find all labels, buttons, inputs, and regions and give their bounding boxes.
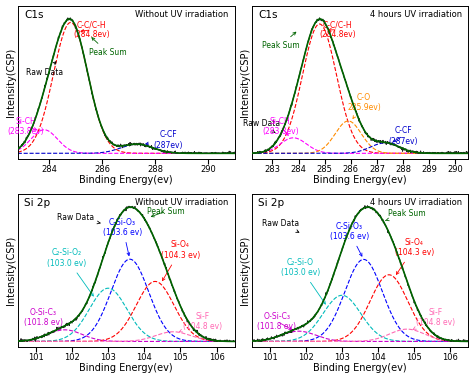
Y-axis label: Intensity(CSP): Intensity(CSP) [240,47,250,117]
Text: Raw Data: Raw Data [244,119,281,133]
Text: Raw Data: Raw Data [262,219,299,232]
Y-axis label: Intensity(CSP): Intensity(CSP) [6,236,17,305]
Text: C-C/C-H
(284.8ev): C-C/C-H (284.8ev) [319,20,356,39]
Text: Peak Sum: Peak Sum [89,38,127,57]
Text: C₂-Si-O
(103.0 ev): C₂-Si-O (103.0 ev) [281,258,325,304]
Text: 4 hours UV irradiation: 4 hours UV irradiation [370,198,462,207]
Text: Si 2p: Si 2p [24,198,50,208]
Text: Si-O₄
(104.3 ev): Si-O₄ (104.3 ev) [161,240,200,281]
Text: Si-O₄
(104.3 ev): Si-O₄ (104.3 ev) [394,238,434,274]
Text: Peak Sum: Peak Sum [385,209,426,221]
Text: 4 hours UV irradiation: 4 hours UV irradiation [370,10,462,19]
Text: O-Si-C₃
(101.8 ev): O-Si-C₃ (101.8 ev) [257,312,296,331]
Text: Raw Data: Raw Data [57,213,100,224]
Text: C-Si-O₃
(103.6 ev): C-Si-O₃ (103.6 ev) [103,218,142,255]
Text: C-C/C-H
(284.8ev): C-C/C-H (284.8ev) [73,20,110,39]
Text: C1s: C1s [258,10,278,20]
Text: C₂-Si-O₂
(103.0 ev): C₂-Si-O₂ (103.0 ev) [47,249,93,296]
X-axis label: Binding Energy(ev): Binding Energy(ev) [313,175,407,185]
Text: Si-CH
(283.8ev): Si-CH (283.8ev) [8,117,44,136]
Text: Si-F
(104.8 ev): Si-F (104.8 ev) [413,307,456,329]
X-axis label: Binding Energy(ev): Binding Energy(ev) [313,363,407,373]
Text: Si-F
(104.8 ev): Si-F (104.8 ev) [179,312,222,332]
Text: Peak Sum: Peak Sum [262,32,299,50]
Text: C1s: C1s [24,10,44,20]
Text: C-O
285.9ev): C-O 285.9ev) [347,92,381,119]
Text: Raw Data: Raw Data [26,62,63,77]
Text: Si 2p: Si 2p [258,198,284,208]
Y-axis label: Intensity(CSP): Intensity(CSP) [240,236,250,305]
X-axis label: Binding Energy(ev): Binding Energy(ev) [79,363,173,373]
Y-axis label: Intensity(CSP): Intensity(CSP) [6,47,17,117]
Text: Si-CH
(283.8ev): Si-CH (283.8ev) [262,117,299,136]
Text: O-Si-C₃
(101.8 ev): O-Si-C₃ (101.8 ev) [24,307,63,330]
Text: Peak Sum: Peak Sum [147,207,185,217]
Text: C-CF
(287ev): C-CF (287ev) [388,126,418,146]
Text: C-CF
(287ev): C-CF (287ev) [146,130,183,150]
Text: Without UV irradiation: Without UV irradiation [135,198,228,207]
X-axis label: Binding Energy(ev): Binding Energy(ev) [79,175,173,185]
Text: C-Si-O₃
(103.6 ev): C-Si-O₃ (103.6 ev) [329,222,369,256]
Text: Without UV irradiation: Without UV irradiation [135,10,228,19]
